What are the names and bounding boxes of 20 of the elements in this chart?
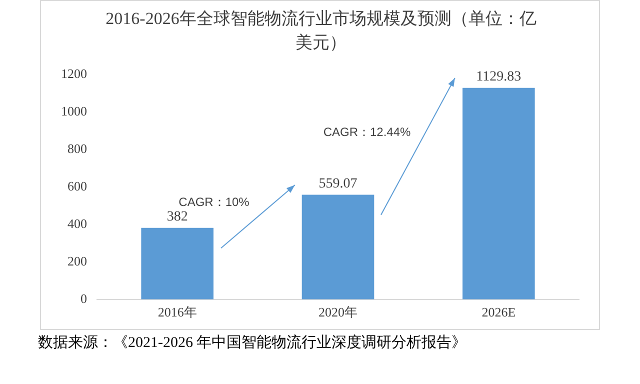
x-tick-label: 2020年: [318, 304, 358, 320]
y-tick-label: 400: [68, 216, 87, 231]
y-tick-label: 800: [68, 141, 87, 156]
source-note: 数据来源：《2021-2026 年中国智能物流行业深度调研分析报告》: [37, 333, 468, 353]
data-label: 382: [166, 210, 188, 225]
bar: [302, 194, 374, 300]
bar: [462, 88, 535, 300]
x-tick-label: 2026E: [482, 304, 516, 320]
annotation: CAGR：10%: [178, 194, 250, 211]
y-tick-label: 600: [68, 178, 87, 194]
y-tick-label: 1000: [61, 104, 87, 119]
annotation: CAGR：12.44%: [323, 124, 411, 142]
data-label: 559.07: [318, 176, 358, 192]
x-tick-label: 2016年: [158, 304, 197, 320]
y-tick-label: 200: [68, 253, 87, 268]
bar: [141, 228, 214, 300]
y-tick-label: 0: [80, 290, 87, 306]
data-label: 1129.83: [476, 70, 522, 85]
chart-title: 2016-2026年全球智能物流行业市场规模及预测（单位：亿美元）: [104, 8, 538, 54]
y-tick-label: 1200: [61, 66, 87, 82]
